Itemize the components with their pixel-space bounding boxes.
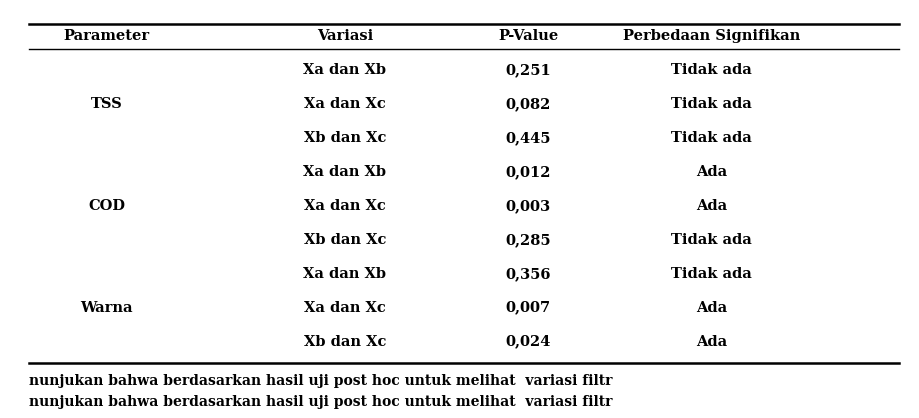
Text: Xb dan Xc: Xb dan Xc <box>304 334 386 349</box>
Text: 0,285: 0,285 <box>505 233 551 247</box>
Text: 0,445: 0,445 <box>505 131 551 145</box>
Text: 0,356: 0,356 <box>505 267 551 281</box>
Text: P-Value: P-Value <box>498 29 559 43</box>
Text: Perbedaan Signifikan: Perbedaan Signifikan <box>623 29 800 43</box>
Text: 0,012: 0,012 <box>505 165 551 179</box>
Text: Tidak ada: Tidak ada <box>671 131 752 145</box>
Text: Ada: Ada <box>696 199 727 213</box>
Text: TSS: TSS <box>91 97 122 111</box>
Text: Parameter: Parameter <box>63 29 150 43</box>
Text: 0,007: 0,007 <box>505 301 550 315</box>
Text: Ada: Ada <box>696 165 727 179</box>
Text: Xa dan Xb: Xa dan Xb <box>303 63 387 77</box>
Text: Variasi: Variasi <box>317 29 373 43</box>
Text: 0,082: 0,082 <box>505 97 550 111</box>
Text: Warna: Warna <box>81 301 133 315</box>
Text: COD: COD <box>88 199 125 213</box>
Text: Xa dan Xb: Xa dan Xb <box>303 267 387 281</box>
Text: nunjukan bahwa berdasarkan hasil uji post hoc untuk melihat  variasi filtr: nunjukan bahwa berdasarkan hasil uji pos… <box>28 395 612 409</box>
Text: Tidak ada: Tidak ada <box>671 63 752 77</box>
Text: Xb dan Xc: Xb dan Xc <box>304 131 386 145</box>
Text: Xa dan Xc: Xa dan Xc <box>304 301 386 315</box>
Text: Ada: Ada <box>696 334 727 349</box>
Text: Xa dan Xc: Xa dan Xc <box>304 97 386 111</box>
Text: nunjukan bahwa berdasarkan hasil uji post hoc untuk melihat  variasi filtr: nunjukan bahwa berdasarkan hasil uji pos… <box>28 374 612 388</box>
Text: 0,251: 0,251 <box>505 63 551 77</box>
Text: 0,003: 0,003 <box>505 199 550 213</box>
Text: Tidak ada: Tidak ada <box>671 97 752 111</box>
Text: Xa dan Xc: Xa dan Xc <box>304 199 386 213</box>
Text: Tidak ada: Tidak ada <box>671 267 752 281</box>
Text: Tidak ada: Tidak ada <box>671 233 752 247</box>
Text: Xb dan Xc: Xb dan Xc <box>304 233 386 247</box>
Text: Ada: Ada <box>696 301 727 315</box>
Text: 0,024: 0,024 <box>505 334 550 349</box>
Text: Xa dan Xb: Xa dan Xb <box>303 165 387 179</box>
